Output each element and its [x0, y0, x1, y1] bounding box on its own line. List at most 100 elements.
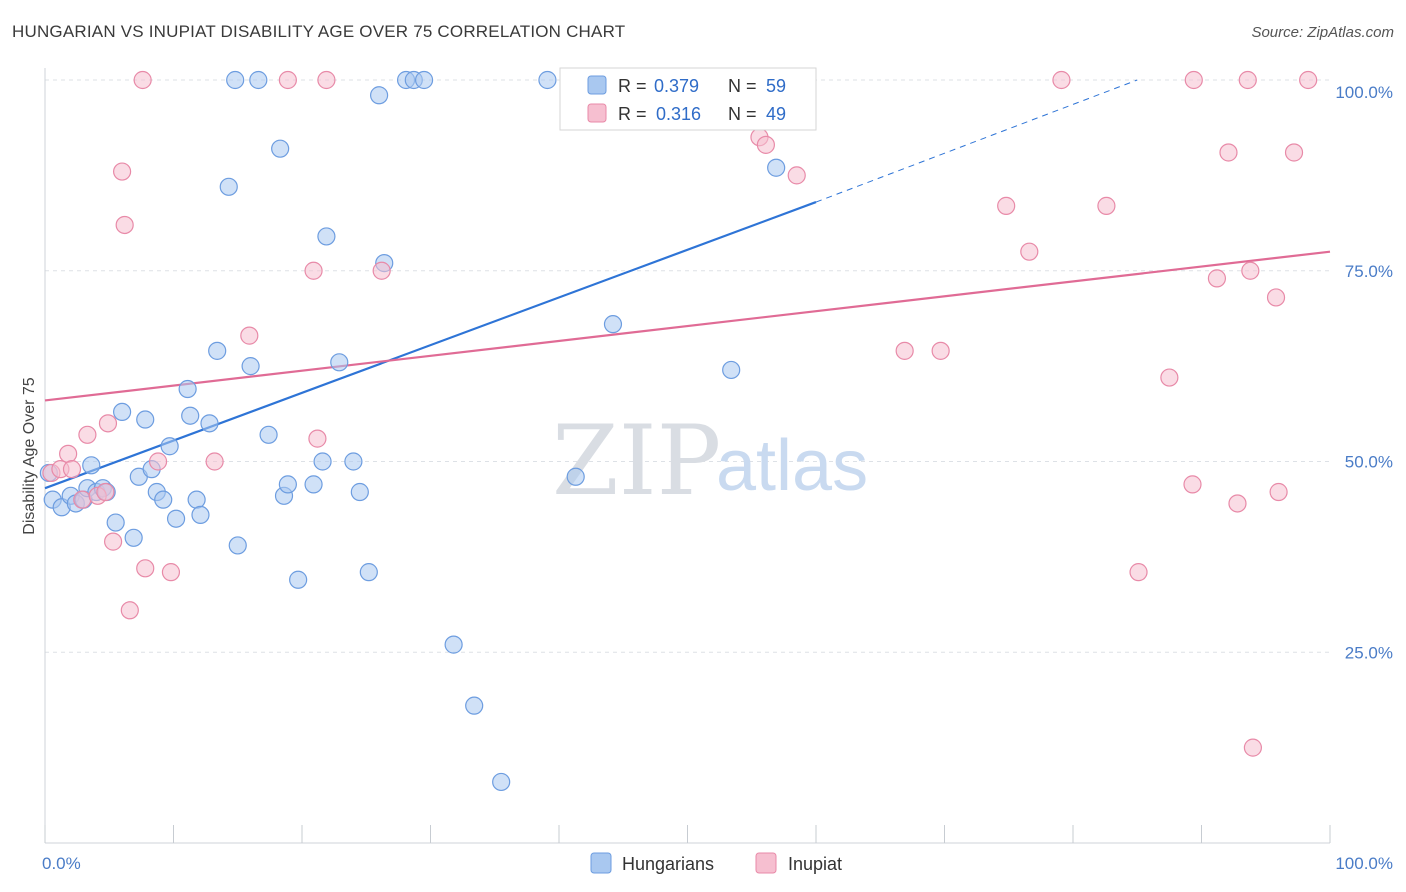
bottom-legend-swatch-hungarians — [590, 852, 612, 874]
inupiat-point-48 — [1299, 70, 1318, 90]
inupiat-point-43 — [1241, 261, 1260, 280]
hungarian-point-52 — [538, 70, 557, 90]
inupiat-point-14 — [136, 559, 155, 578]
watermark-zip: ZIP — [552, 405, 721, 517]
hungarian-point-54 — [566, 467, 585, 486]
hungarian-point-25 — [200, 414, 219, 433]
hungarian-point-30 — [241, 357, 260, 376]
inupiat-point-11 — [115, 215, 134, 235]
inupiat-point-29 — [895, 341, 914, 360]
x-tick-label-min: 0.0% — [42, 854, 81, 873]
hungarian-trend-extension — [815, 79, 1138, 203]
inupiat-point-37 — [1183, 475, 1202, 494]
inupiat-point-23 — [372, 261, 391, 280]
hungarian-point-29 — [228, 536, 247, 555]
inupiat-point-7 — [96, 482, 115, 502]
source-label: Source: ZipAtlas.com — [1251, 24, 1394, 41]
x-tick-label-max: 100.0% — [1335, 854, 1393, 873]
legend-n-label-2: N = — [728, 104, 757, 124]
inupiat-point-34 — [1097, 196, 1116, 215]
hungarian-point-42 — [350, 482, 369, 502]
y-tick-label-50: 50.0% — [1345, 453, 1393, 472]
hungarian-point-48 — [414, 70, 434, 90]
hungarian-point-35 — [278, 475, 297, 494]
inupiat-point-28 — [787, 166, 806, 185]
hungarian-point-37 — [304, 475, 323, 494]
x-tick-labels: 0.0% 100.0% — [42, 854, 1393, 873]
bottom-legend: Hungarians Inupiat — [590, 852, 842, 874]
legend-box: R = 0.379 N = 59 R = 0.316 N = 49 — [559, 67, 817, 131]
hungarian-point-41 — [344, 452, 363, 471]
inupiat-point-22 — [317, 70, 336, 90]
hungarian-point-40 — [330, 353, 349, 372]
hungarian-point-21 — [178, 379, 197, 399]
bottom-legend-swatch-inupiat — [755, 852, 777, 874]
inupiat-point-39 — [1207, 269, 1227, 288]
hungarian-point-12 — [112, 402, 132, 422]
inupiat-point-33 — [1052, 70, 1071, 90]
inupiat-point-9 — [104, 532, 123, 551]
y-tick-label-100: 100.0% — [1335, 83, 1393, 102]
inupiat-point-15 — [148, 452, 168, 471]
legend-n-value-2: 49 — [766, 104, 786, 124]
inupiat-point-13 — [133, 70, 152, 90]
legend-swatch-inupiat — [587, 103, 607, 123]
inupiat-point-42 — [1238, 70, 1257, 90]
hungarian-point-49 — [444, 635, 463, 654]
legend-r-value-1: 0.379 — [654, 76, 699, 96]
hungarian-point-22 — [181, 406, 200, 425]
inupiat-point-45 — [1266, 288, 1286, 307]
inupiat-point-20 — [304, 261, 323, 280]
inupiat-point-8 — [98, 414, 118, 433]
hungarian-point-32 — [259, 425, 278, 444]
hungarian-point-55 — [603, 315, 623, 334]
inupiat-point-27 — [756, 135, 775, 154]
hungarian-point-43 — [359, 563, 378, 582]
legend-n-value-1: 59 — [766, 76, 786, 96]
inupiat-point-47 — [1284, 143, 1304, 162]
hungarian-point-19 — [160, 437, 179, 456]
inupiat-point-35 — [1129, 563, 1148, 582]
hungarian-point-58 — [767, 158, 786, 177]
watermark-atlas: atlas — [716, 426, 868, 506]
hungarian-point-11 — [106, 513, 125, 532]
inupiat-point-30 — [931, 341, 950, 360]
bottom-legend-inupiat: Inupiat — [788, 854, 842, 874]
inupiat-point-12 — [120, 601, 139, 620]
hungarian-point-24 — [191, 505, 210, 525]
hungarian-point-31 — [249, 70, 268, 90]
hungarian-point-51 — [492, 772, 511, 792]
y-tick-label-75: 75.0% — [1345, 262, 1393, 281]
inupiat-point-46 — [1269, 482, 1288, 502]
hungarian-point-13 — [124, 528, 143, 547]
watermark: ZIP atlas — [552, 405, 868, 517]
inupiat-point-32 — [1020, 242, 1039, 261]
hungarian-point-7 — [82, 456, 101, 475]
y-axis-label: Disability Age Over 75 — [21, 377, 38, 535]
inupiat-point-44 — [1243, 738, 1263, 757]
inupiat-point-3 — [62, 460, 82, 479]
legend-r-label-2: R = — [618, 104, 647, 124]
inupiat-point-17 — [205, 452, 224, 471]
hungarian-point-20 — [166, 509, 186, 528]
data-points — [39, 70, 1318, 792]
inupiat-point-38 — [1184, 70, 1203, 90]
hungarian-point-28 — [226, 70, 245, 90]
legend-r-label-1: R = — [618, 76, 647, 96]
legend-r-value-2: 0.316 — [656, 104, 701, 124]
hungarian-point-36 — [289, 570, 308, 589]
y-tick-labels: 25.0% 50.0% 75.0% 100.0% — [1335, 83, 1393, 662]
inupiat-point-40 — [1219, 143, 1238, 162]
hungarian-point-44 — [370, 86, 389, 105]
inupiat-point-41 — [1228, 494, 1247, 513]
legend-swatch-hungarians — [587, 75, 607, 95]
inupiat-point-36 — [1160, 368, 1179, 387]
inupiat-trend-line — [44, 250, 1331, 402]
y-tick-label-25: 25.0% — [1345, 643, 1393, 662]
inupiat-point-21 — [308, 429, 327, 448]
inupiat-point-2 — [59, 444, 78, 463]
inupiat-point-18 — [240, 326, 259, 345]
inupiat-point-10 — [112, 162, 132, 181]
hungarian-point-39 — [317, 227, 336, 246]
